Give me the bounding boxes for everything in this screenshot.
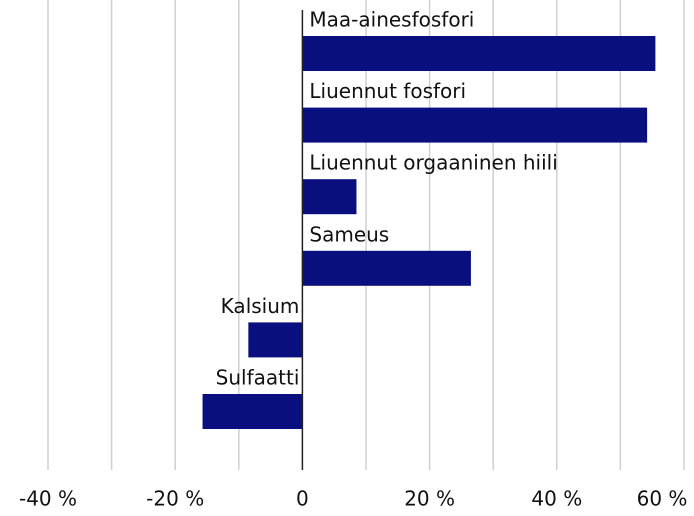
bar: [202, 394, 303, 429]
bar: [302, 179, 357, 215]
bar-label: Kalsium: [221, 294, 300, 318]
x-tick-label: 20 %: [404, 487, 455, 511]
bar: [302, 250, 471, 286]
bar-label: Maa-ainesfosfori: [309, 8, 474, 32]
bar-label: Sameus: [309, 222, 389, 246]
x-tick-label: -40 %: [19, 487, 77, 511]
bar-label: Liuennut fosfori: [309, 79, 466, 103]
x-tick-label: -20 %: [146, 487, 204, 511]
bar: [248, 322, 303, 358]
x-tick-label: 60 %: [637, 487, 688, 511]
bar-label: Sulfaatti: [216, 366, 300, 390]
x-tick-label: 0: [296, 487, 309, 511]
bar: [302, 36, 656, 71]
x-tick-label: 40 %: [531, 487, 582, 511]
bar-label: Liuennut orgaaninen hiili: [309, 151, 557, 175]
bar: [302, 107, 648, 143]
